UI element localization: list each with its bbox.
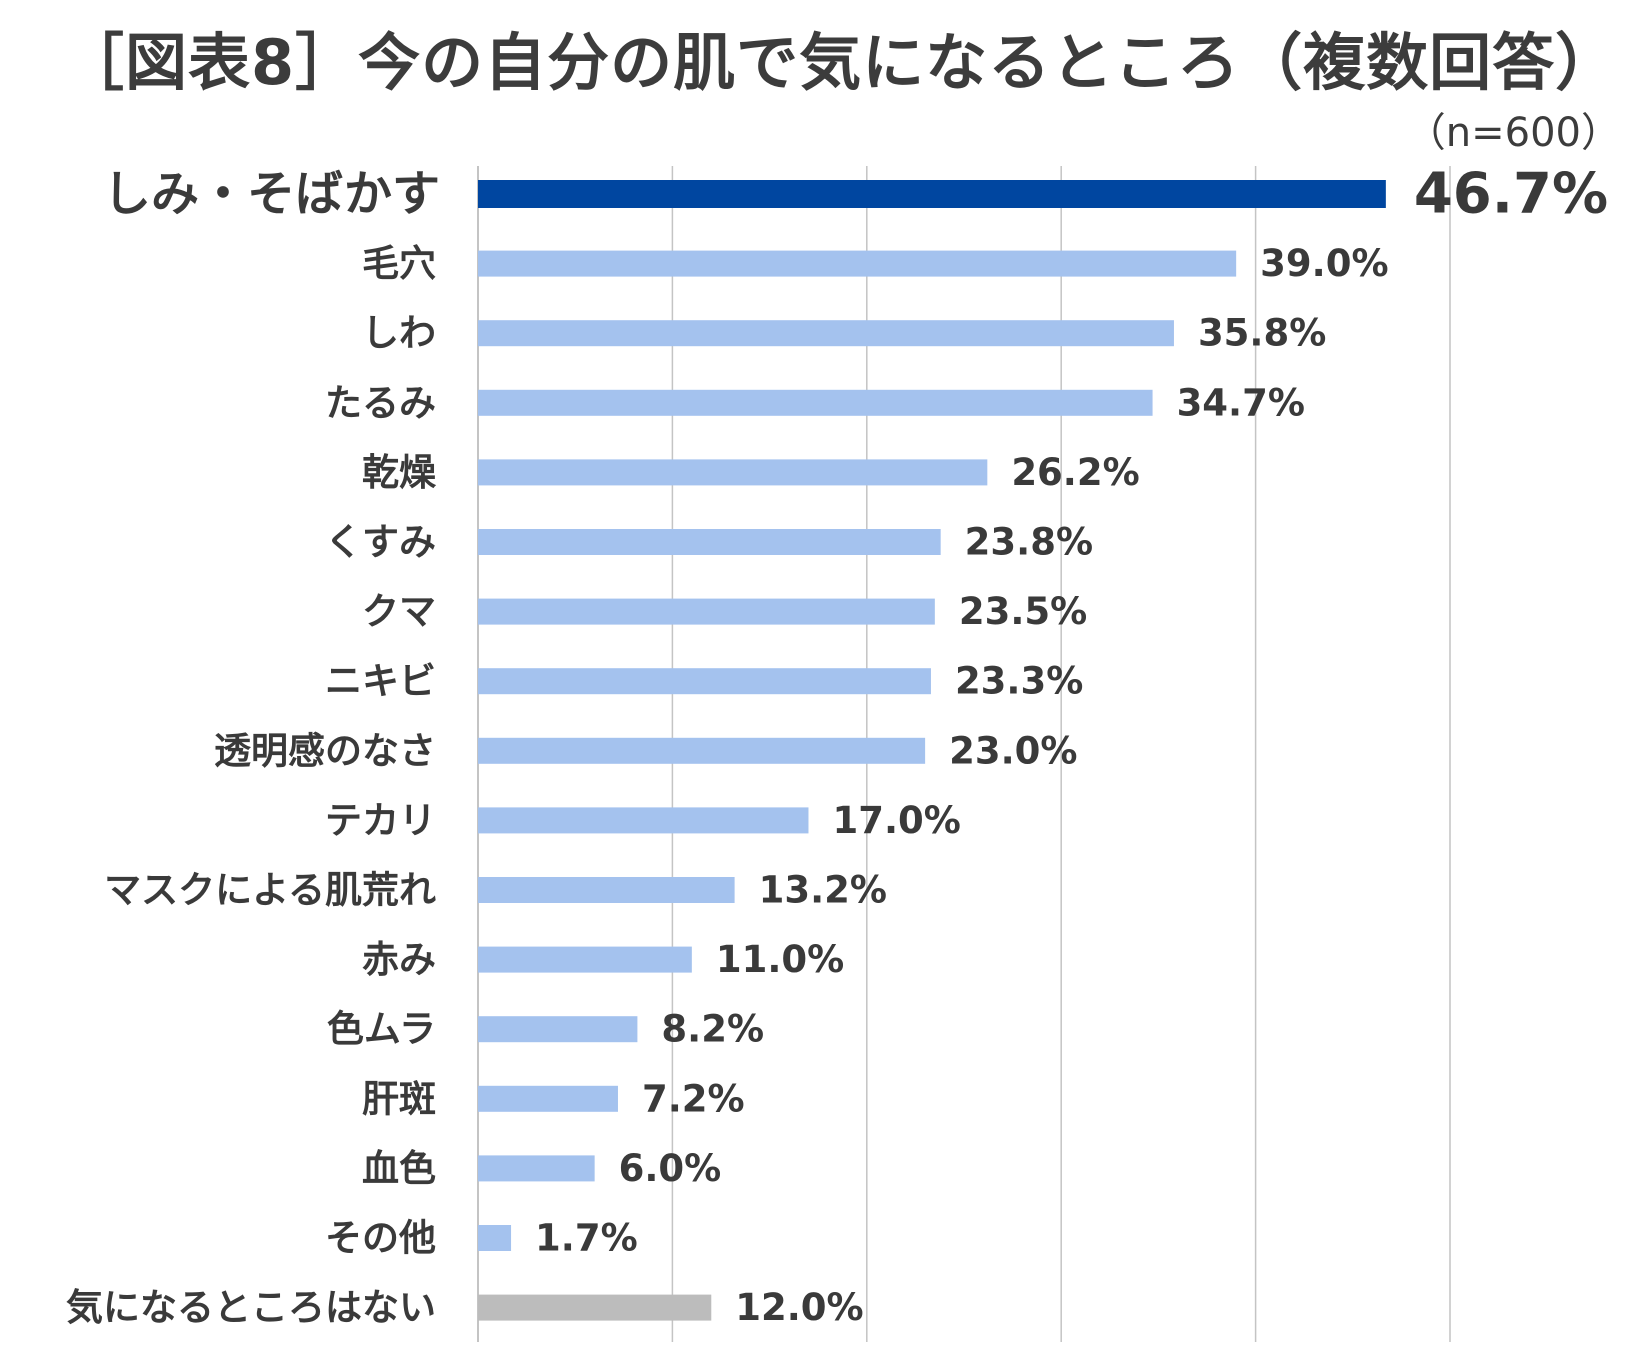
chart-title: ［図表8］今の自分の肌で気になるところ（複数回答） — [62, 26, 1619, 99]
value-label: 1.7% — [535, 1217, 638, 1260]
value-label: 8.2% — [661, 1008, 764, 1051]
bar — [478, 1155, 595, 1182]
bar — [478, 598, 935, 625]
value-label: 12.0% — [735, 1286, 863, 1329]
category-label: たるみ — [325, 381, 436, 424]
bar — [478, 1225, 512, 1251]
value-label: 23.0% — [949, 729, 1077, 772]
category-label: 乾燥 — [362, 451, 437, 494]
bar — [478, 1016, 638, 1043]
bar — [478, 946, 692, 973]
bar — [478, 320, 1174, 347]
value-label: 26.2% — [1011, 451, 1139, 494]
bar — [478, 1085, 618, 1112]
value-label: 39.0% — [1260, 242, 1388, 285]
category-label: しみ・そばかす — [103, 166, 440, 222]
bar — [478, 877, 735, 903]
value-label: 6.0% — [619, 1147, 722, 1190]
category-label: 毛穴 — [362, 242, 436, 285]
category-label: クマ — [362, 590, 436, 633]
category-label: 気になるところはない — [66, 1286, 436, 1329]
category-label: 色ムラ — [327, 1008, 436, 1051]
value-label: 23.5% — [959, 590, 1087, 633]
bar — [478, 529, 941, 555]
category-label: しわ — [362, 312, 436, 355]
bar — [478, 668, 931, 695]
value-label: 17.0% — [832, 799, 960, 842]
category-label: 透明感のなさ — [214, 729, 436, 772]
category-label: くすみ — [325, 521, 436, 564]
value-label: 35.8% — [1198, 312, 1326, 355]
category-label: その他 — [325, 1217, 436, 1260]
bar — [478, 737, 926, 764]
value-label: 7.2% — [642, 1077, 745, 1120]
sample-size-note: （n=600） — [1405, 110, 1621, 156]
bar — [478, 807, 809, 834]
value-label: 46.7% — [1414, 162, 1608, 227]
value-label: 11.0% — [716, 938, 844, 981]
category-label: ニキビ — [325, 660, 436, 703]
category-label: テカリ — [325, 799, 436, 842]
bar — [478, 1294, 712, 1321]
category-label: 血色 — [362, 1147, 436, 1190]
category-label: 赤み — [362, 938, 436, 981]
bar — [478, 459, 988, 486]
value-label: 13.2% — [759, 869, 887, 912]
bar — [478, 180, 1386, 208]
value-label: 34.7% — [1177, 381, 1305, 424]
category-label: マスクによる肌荒れ — [104, 869, 436, 912]
value-label: 23.3% — [955, 660, 1083, 703]
bar — [478, 250, 1237, 277]
category-label: 肝斑 — [362, 1077, 436, 1120]
bar — [478, 389, 1153, 416]
value-label: 23.8% — [965, 521, 1093, 564]
